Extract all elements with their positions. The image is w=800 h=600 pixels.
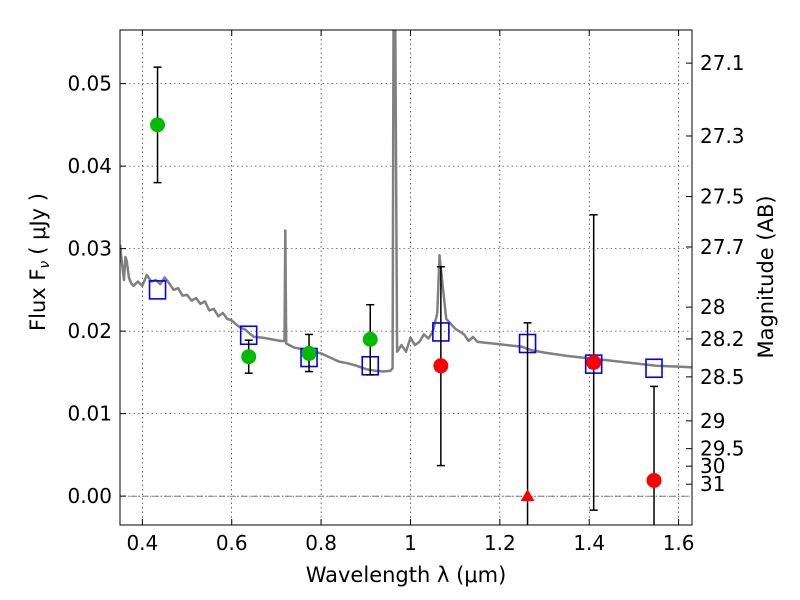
magnitude-tick-label: 28.5 [700, 365, 745, 389]
magnitude-tick-label: 27.5 [700, 185, 745, 209]
y-tick-label: 0.03 [67, 237, 112, 261]
x-tick-label: 0.6 [216, 531, 248, 555]
optical-flux-point [301, 345, 317, 361]
y-tick-label: 0.01 [67, 402, 112, 426]
x-tick-label: 0.8 [305, 531, 337, 555]
y-axis-label-right: Magnitude (AB) [754, 195, 778, 358]
nir-flux-point [433, 358, 449, 374]
magnitude-tick-label: 30 [700, 454, 725, 478]
magnitude-tick-label: 28.2 [700, 327, 745, 351]
model-band-square [645, 358, 663, 379]
x-tick-label: 1 [404, 531, 417, 555]
magnitude-tick-label: 29.5 [700, 437, 745, 461]
grid-lines [120, 30, 692, 525]
magnitude-tick-label: 27.3 [700, 124, 745, 148]
x-tick-label: 1.6 [663, 531, 695, 555]
svg-text:Flux Fν( μJy ): Flux Fν ( μJy ) [26, 193, 53, 331]
magnitude-tick-label: 27.7 [700, 235, 745, 259]
model-spectrum-line [120, 30, 692, 373]
y-axis-label-left: Flux Fν ( μJy ) [26, 193, 53, 331]
magnitude-tick-label: 28 [700, 295, 725, 319]
model-band-square [148, 280, 167, 300]
y-axis-label-flux: Flux F [26, 269, 50, 331]
nir-flux-point [646, 472, 662, 488]
y-axis-label-subscript: ν [37, 261, 53, 269]
optical-flux-point [362, 331, 378, 347]
y-tick-label: 0.00 [67, 484, 112, 508]
plot-area [120, 30, 692, 373]
y-axis-label-unit: ( μJy ) [26, 193, 50, 255]
magnitude-tick-label: 29 [700, 409, 725, 433]
axes: 0.4 0.6 0.8 1 1.2 1.4 1.6 0.00 0.01 0.02 0.03 0.04 0… [67, 30, 745, 555]
y-tick-label: 0.02 [67, 319, 112, 343]
x-tick-label: 1.4 [573, 531, 605, 555]
y-tick-label: 0.04 [67, 154, 112, 178]
x-tick-label: 0.4 [126, 531, 158, 555]
plot-frame [119, 29, 693, 526]
upper-limit-triangle [520, 489, 535, 502]
magnitude-tick-label: 31 [700, 472, 725, 496]
nir-flux-point [586, 354, 602, 370]
x-axis-label: Wavelength λ (μm) [306, 563, 507, 587]
optical-flux-point [150, 117, 166, 133]
x-tick-label: 1.2 [484, 531, 516, 555]
data-markers [148, 66, 663, 525]
y-tick-label: 0.05 [67, 72, 112, 96]
magnitude-tick-label: 27.1 [700, 51, 745, 75]
optical-flux-point [241, 349, 257, 365]
